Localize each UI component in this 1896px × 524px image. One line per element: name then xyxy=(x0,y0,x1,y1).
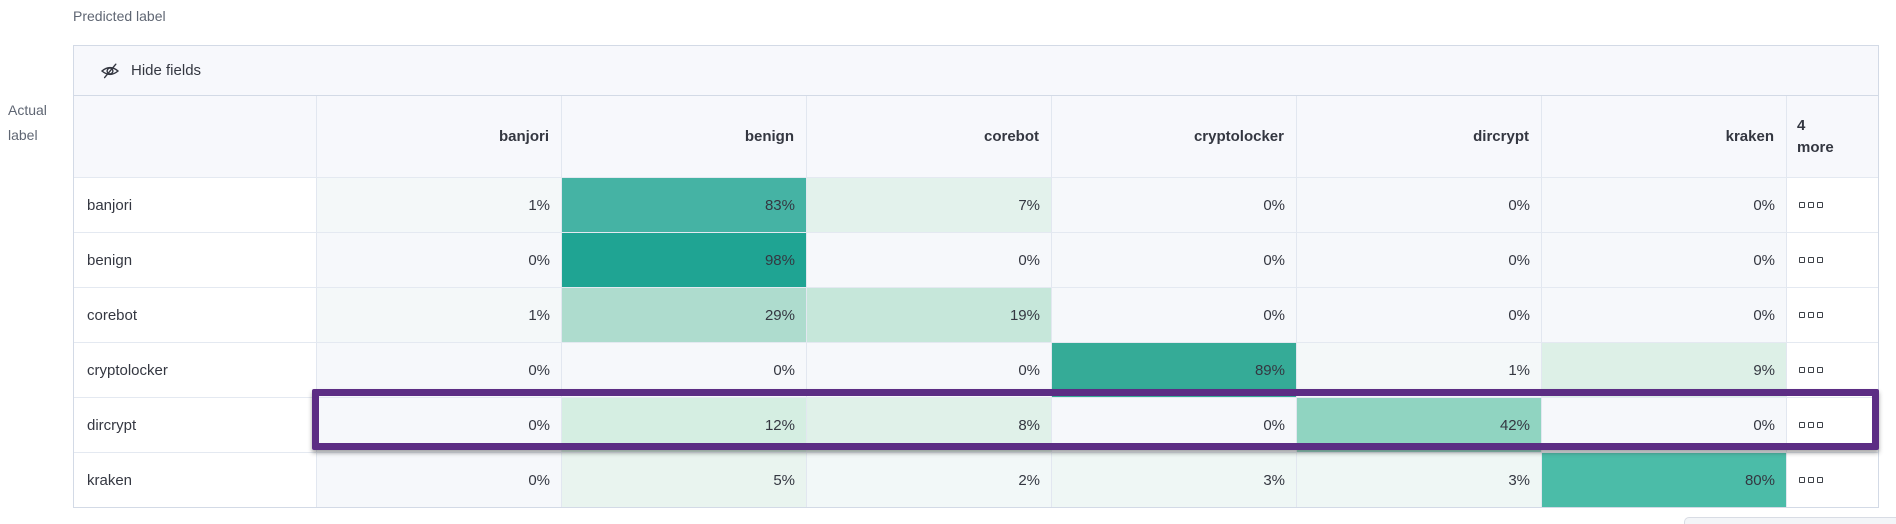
matrix-cell-cryptolocker-corebot[interactable]: 0% xyxy=(806,342,1051,397)
column-header-benign[interactable]: benign xyxy=(561,96,806,177)
boxes-horizontal-icon xyxy=(1799,202,1823,208)
more-columns-cell-cryptolocker[interactable] xyxy=(1786,342,1878,397)
boxes-horizontal-icon xyxy=(1799,367,1823,373)
more-columns-cell-benign[interactable] xyxy=(1786,232,1878,287)
matrix-cell-kraken-benign[interactable]: 5% xyxy=(561,452,806,507)
boxes-horizontal-icon xyxy=(1799,312,1823,318)
more-columns-cell-dircrypt[interactable] xyxy=(1786,397,1878,452)
boxes-horizontal-icon xyxy=(1799,422,1823,428)
matrix-cell-benign-banjori[interactable]: 0% xyxy=(316,232,561,287)
matrix-cell-dircrypt-kraken[interactable]: 0% xyxy=(1541,397,1786,452)
matrix-cell-dircrypt-corebot[interactable]: 8% xyxy=(806,397,1051,452)
matrix-cell-banjori-corebot[interactable]: 7% xyxy=(806,177,1051,232)
matrix-cell-kraken-cryptolocker[interactable]: 3% xyxy=(1051,452,1296,507)
row-label-cryptolocker[interactable]: cryptolocker xyxy=(74,342,316,397)
confusion-matrix-grid: banjori benign corebot cryptolocker dircrypt… xyxy=(74,96,1878,507)
row-label-corebot[interactable]: corebot xyxy=(74,287,316,342)
confusion-matrix-panel: Hide fields banjori benign corebot cryptolo… xyxy=(73,45,1879,508)
matrix-cell-banjori-kraken[interactable]: 0% xyxy=(1541,177,1786,232)
eye-closed-icon xyxy=(100,61,120,81)
boxes-horizontal-icon xyxy=(1799,477,1823,483)
matrix-cell-corebot-corebot[interactable]: 19% xyxy=(806,287,1051,342)
predicted-label: Predicted label xyxy=(73,8,166,24)
hide-fields-label: Hide fields xyxy=(131,62,202,79)
row-label-dircrypt[interactable]: dircrypt xyxy=(74,397,316,452)
matrix-cell-dircrypt-dircrypt[interactable]: 42% xyxy=(1296,397,1541,452)
more-columns-cell-kraken[interactable] xyxy=(1786,452,1878,507)
matrix-cell-kraken-banjori[interactable]: 0% xyxy=(316,452,561,507)
more-columns-cell-banjori[interactable] xyxy=(1786,177,1878,232)
matrix-cell-benign-cryptolocker[interactable]: 0% xyxy=(1051,232,1296,287)
row-label-benign[interactable]: benign xyxy=(74,232,316,287)
matrix-cell-banjori-benign[interactable]: 83% xyxy=(561,177,806,232)
column-header-dircrypt[interactable]: dircrypt xyxy=(1296,96,1541,177)
matrix-cell-banjori-banjori[interactable]: 1% xyxy=(316,177,561,232)
matrix-cell-cryptolocker-dircrypt[interactable]: 1% xyxy=(1296,342,1541,397)
matrix-cell-kraken-dircrypt[interactable]: 3% xyxy=(1296,452,1541,507)
matrix-cell-cryptolocker-banjori[interactable]: 0% xyxy=(316,342,561,397)
actual-label: Actual label xyxy=(8,102,47,143)
column-header-kraken[interactable]: kraken xyxy=(1541,96,1786,177)
matrix-cell-kraken-corebot[interactable]: 2% xyxy=(806,452,1051,507)
matrix-cell-corebot-cryptolocker[interactable]: 0% xyxy=(1051,287,1296,342)
matrix-cell-dircrypt-banjori[interactable]: 0% xyxy=(316,397,561,452)
matrix-cell-cryptolocker-kraken[interactable]: 9% xyxy=(1541,342,1786,397)
matrix-cell-corebot-kraken[interactable]: 0% xyxy=(1541,287,1786,342)
boxes-horizontal-icon xyxy=(1799,257,1823,263)
column-header-cryptolocker[interactable]: cryptolocker xyxy=(1051,96,1296,177)
row-label-kraken[interactable]: kraken xyxy=(74,452,316,507)
matrix-cell-corebot-benign[interactable]: 29% xyxy=(561,287,806,342)
matrix-cell-corebot-dircrypt[interactable]: 0% xyxy=(1296,287,1541,342)
matrix-cell-corebot-banjori[interactable]: 1% xyxy=(316,287,561,342)
matrix-cell-cryptolocker-cryptolocker[interactable]: 89% xyxy=(1051,342,1296,397)
row-label-banjori[interactable]: banjori xyxy=(74,177,316,232)
more-columns-label-line: 4 xyxy=(1797,116,1806,134)
matrix-cell-kraken-kraken[interactable]: 80% xyxy=(1541,452,1786,507)
matrix-cell-benign-corebot[interactable]: 0% xyxy=(806,232,1051,287)
matrix-cell-benign-benign[interactable]: 98% xyxy=(561,232,806,287)
matrix-cell-banjori-cryptolocker[interactable]: 0% xyxy=(1051,177,1296,232)
hide-fields-button[interactable]: Hide fields xyxy=(100,61,201,81)
matrix-toolbar: Hide fields xyxy=(74,46,1878,96)
more-columns-cell-corebot[interactable] xyxy=(1786,287,1878,342)
matrix-cell-dircrypt-benign[interactable]: 12% xyxy=(561,397,806,452)
column-header-corebot[interactable]: corebot xyxy=(806,96,1051,177)
matrix-cell-banjori-dircrypt[interactable]: 0% xyxy=(1296,177,1541,232)
matrix-cell-benign-kraken[interactable]: 0% xyxy=(1541,232,1786,287)
bottom-right-panel-edge xyxy=(1684,517,1896,524)
column-header-more[interactable]: 4 more xyxy=(1786,96,1878,177)
more-columns-label-line: more xyxy=(1797,138,1834,156)
matrix-cell-dircrypt-cryptolocker[interactable]: 0% xyxy=(1051,397,1296,452)
matrix-cell-cryptolocker-benign[interactable]: 0% xyxy=(561,342,806,397)
matrix-corner-cell xyxy=(74,96,316,177)
matrix-cell-benign-dircrypt[interactable]: 0% xyxy=(1296,232,1541,287)
column-header-banjori[interactable]: banjori xyxy=(316,96,561,177)
